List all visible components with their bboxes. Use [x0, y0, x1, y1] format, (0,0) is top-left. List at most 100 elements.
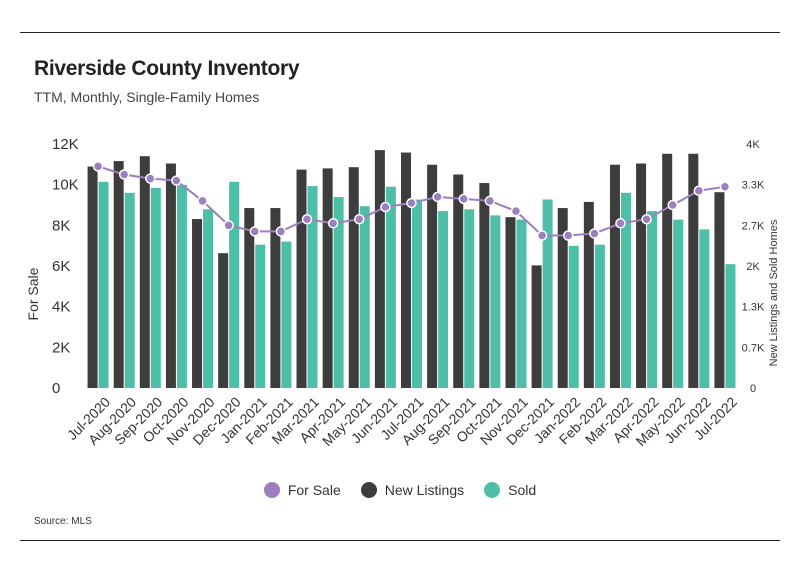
- right-tick-label: 1.3K: [742, 302, 765, 314]
- for-sale-point: [301, 213, 313, 225]
- chart-title: Riverside County Inventory: [34, 57, 300, 80]
- for-sale-point: [92, 161, 104, 172]
- legend-label-sold: Sold: [508, 482, 537, 498]
- bar-new-listings: [270, 208, 281, 388]
- bar-sold: [673, 219, 684, 388]
- bar-sold: [98, 181, 109, 388]
- bar-new-listings: [322, 168, 333, 388]
- bar-new-listings: [479, 183, 490, 388]
- bars: [87, 150, 736, 388]
- legend-item-for-sale: For Sale: [263, 482, 341, 498]
- bar-new-listings: [662, 153, 673, 388]
- left-tick-label: 12K: [52, 136, 79, 153]
- left-tick-label: 8K: [52, 217, 70, 234]
- bar-new-listings: [192, 219, 203, 388]
- bar-sold: [150, 187, 161, 388]
- legend-label-new-listings: New Listings: [384, 482, 465, 498]
- bar-sold: [359, 206, 370, 388]
- bar-new-listings: [557, 208, 568, 388]
- left-tick-label: 6K: [52, 258, 70, 275]
- bar-sold: [647, 211, 658, 388]
- right-tick-label: 2K: [746, 261, 760, 273]
- bar-new-listings: [609, 164, 620, 388]
- for-sale-point: [197, 195, 208, 207]
- bar-new-listings: [714, 192, 725, 388]
- for-sale-point: [510, 205, 522, 217]
- bar-new-listings: [296, 169, 307, 388]
- for-sale-point: [458, 193, 469, 205]
- for-sale-point: [380, 201, 391, 213]
- bar-sold: [464, 209, 475, 388]
- right-tick-label: 4K: [746, 139, 760, 151]
- left-tick-label: 4K: [52, 299, 70, 316]
- bar-sold: [568, 245, 579, 388]
- right-tick-label: 0: [750, 383, 756, 395]
- for-sale-point: [484, 195, 496, 207]
- for-sale-point: [406, 197, 417, 209]
- bar-sold: [490, 215, 501, 388]
- legend-swatch-for-sale: [263, 482, 280, 498]
- bar-sold: [203, 209, 214, 388]
- for-sale-point: [589, 228, 600, 239]
- bar-new-listings: [244, 208, 255, 388]
- bar-new-listings: [453, 174, 464, 388]
- for-sale-point: [171, 175, 182, 186]
- top-rule: [20, 32, 780, 33]
- bar-sold: [725, 264, 736, 388]
- for-sale-point: [249, 226, 261, 237]
- legend-swatch-new-listings: [360, 482, 377, 498]
- bar-new-listings: [374, 150, 385, 388]
- left-axis-label: For Sale: [25, 267, 41, 320]
- for-sale-point: [432, 191, 443, 203]
- for-sale-line-layer: [92, 161, 731, 241]
- bar-new-listings: [636, 163, 647, 388]
- axes: 02K4K6K8K10K12K00.7K1.3K2K2.7K3.3K4KJul-…: [52, 136, 765, 449]
- bar-sold: [412, 199, 422, 388]
- for-sale-point: [693, 185, 705, 197]
- legend-swatch-sold: [484, 482, 501, 498]
- for-sale-point: [562, 230, 574, 241]
- right-tick-label: 2.7K: [742, 220, 765, 232]
- for-sale-point: [615, 218, 626, 229]
- left-tick-label: 10K: [52, 177, 79, 194]
- bar-sold: [385, 186, 396, 388]
- bar-sold: [255, 244, 266, 388]
- for-sale-point: [275, 226, 287, 237]
- for-sale-point: [118, 169, 130, 180]
- bar-new-listings: [348, 167, 359, 388]
- right-tick-label: 0.7K: [742, 342, 765, 354]
- bar-sold: [333, 197, 344, 388]
- for-sale-point: [641, 213, 652, 225]
- bar-new-listings: [113, 161, 124, 388]
- for-sale-point: [145, 173, 156, 184]
- for-sale-point: [719, 181, 731, 192]
- for-sale-point: [536, 230, 548, 241]
- bar-new-listings: [427, 164, 438, 388]
- legend-label-for-sale: For Sale: [287, 482, 341, 498]
- for-sale-point: [223, 220, 234, 231]
- bar-new-listings: [218, 253, 229, 388]
- bar-sold: [594, 244, 605, 388]
- bar-new-listings: [139, 156, 150, 388]
- bar-new-listings: [401, 152, 411, 388]
- bar-sold: [307, 186, 318, 388]
- bar-new-listings: [165, 163, 176, 388]
- for-sale-point: [354, 213, 365, 225]
- legend-item-new-listings: New Listings: [360, 482, 465, 498]
- bar-sold: [124, 192, 135, 388]
- left-tick-label: 0: [52, 380, 60, 397]
- for-sale-point: [667, 199, 678, 211]
- bar-new-listings: [688, 153, 699, 388]
- bar-sold: [229, 181, 240, 388]
- bar-new-listings: [531, 265, 542, 388]
- legend-item-sold: Sold: [484, 482, 536, 498]
- chart-subtitle: TTM, Monthly, Single-Family Homes: [34, 89, 260, 105]
- bar-sold: [699, 229, 710, 388]
- bar-sold: [516, 219, 527, 388]
- bar-sold: [176, 184, 187, 388]
- right-axis-label: New Listings and Sold Homes: [768, 219, 780, 366]
- bar-sold: [438, 211, 449, 388]
- source-note: Source: MLS: [34, 516, 92, 527]
- bar-sold: [281, 241, 292, 388]
